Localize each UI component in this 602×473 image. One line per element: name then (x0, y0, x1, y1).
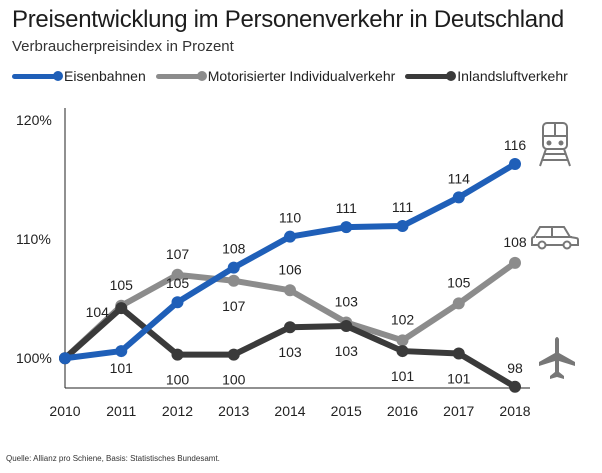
chart-title: Preisentwicklung im Personenverkehr in D… (12, 6, 564, 33)
data-point (396, 219, 409, 232)
x-tick-label: 2010 (49, 403, 80, 419)
data-label: 101 (447, 370, 471, 386)
data-label: 104 (86, 304, 110, 320)
data-point (115, 345, 128, 358)
data-point (227, 348, 240, 361)
data-point (509, 158, 521, 170)
x-tick-label: 2015 (331, 403, 362, 419)
data-point (171, 348, 184, 361)
chart-data-labels: 101 105 108 110 111 111 114 116 105 107 107 106 103 1… (86, 137, 527, 388)
train-icon (539, 122, 571, 167)
data-label: 103 (335, 293, 359, 309)
data-point (509, 256, 521, 269)
data-point (452, 297, 465, 310)
data-label: 111 (392, 199, 413, 215)
legend-label-motorisierter-individualverkehr: Motorisierter Individualverkehr (207, 68, 396, 84)
data-label: 100 (166, 372, 190, 388)
chart-axes: 100% 110% 120% 2010 2011 2012 2013 2014 2015 2016… (16, 108, 531, 419)
data-label: 105 (110, 277, 134, 293)
data-label: 116 (504, 137, 527, 153)
data-label: 105 (166, 275, 190, 291)
data-point (284, 321, 296, 334)
data-label: 105 (447, 274, 471, 290)
data-label: 102 (391, 311, 415, 327)
legend-label-eisenbahnen: Eisenbahnen (64, 68, 146, 84)
data-label: 108 (503, 234, 527, 250)
legend-swatch-inlandsluftverkehr (405, 71, 457, 81)
data-point (227, 261, 240, 274)
data-point (452, 347, 465, 360)
data-label: 107 (166, 246, 190, 262)
data-label: 111 (336, 200, 357, 216)
data-point (396, 334, 409, 347)
legend-label-inlandsluftverkehr: Inlandsluftverkehr (457, 68, 568, 84)
data-point (452, 191, 465, 204)
legend-swatch-eisenbahnen (12, 71, 63, 81)
legend-item-eisenbahnen: Eisenbahnen (12, 68, 146, 84)
data-point (284, 284, 296, 297)
y-tick-label: 120% (16, 112, 52, 128)
data-label: 103 (278, 344, 302, 360)
airplane-icon (539, 337, 575, 379)
y-tick-label: 100% (16, 350, 52, 366)
data-label: 114 (448, 170, 471, 186)
legend: Eisenbahnen Motorisierter Individualverk… (12, 66, 578, 86)
data-point (340, 221, 353, 234)
data-point (171, 296, 184, 309)
data-label: 107 (222, 298, 246, 314)
chart-series (59, 158, 521, 393)
x-tick-label: 2011 (106, 403, 136, 419)
data-label: 103 (335, 343, 359, 359)
data-point (509, 380, 521, 393)
legend-item-inlandsluftverkehr: Inlandsluftverkehr (405, 68, 568, 84)
car-icon (531, 226, 579, 250)
data-label: 110 (279, 210, 302, 226)
data-point (284, 230, 296, 243)
y-tick-label: 110% (16, 231, 51, 247)
data-label: 100 (222, 372, 246, 388)
source-note: Quelle: Allianz pro Schiene, Basis: Stat… (6, 454, 220, 463)
x-tick-label: 2013 (218, 403, 249, 419)
legend-swatch-motorisierter-individualverkehr (155, 71, 207, 81)
x-tick-label: 2017 (443, 403, 474, 419)
data-point (115, 302, 128, 315)
x-tick-label: 2018 (499, 403, 530, 419)
chart-subtitle: Verbraucherpreisindex in Prozent (12, 38, 234, 55)
x-tick-label: 2016 (387, 403, 418, 419)
data-label: 101 (110, 360, 134, 376)
data-point (171, 268, 184, 281)
data-point (340, 320, 353, 333)
data-point (227, 274, 240, 287)
data-label: 106 (278, 261, 302, 277)
x-tick-label: 2012 (162, 403, 193, 419)
data-label: 98 (507, 360, 523, 376)
data-label: 108 (222, 241, 246, 257)
x-tick-label: 2014 (274, 403, 305, 419)
data-point (396, 345, 409, 358)
legend-item-motorisierter-individualverkehr: Motorisierter Individualverkehr (155, 68, 396, 84)
data-point (59, 352, 71, 365)
data-label: 101 (391, 368, 415, 384)
